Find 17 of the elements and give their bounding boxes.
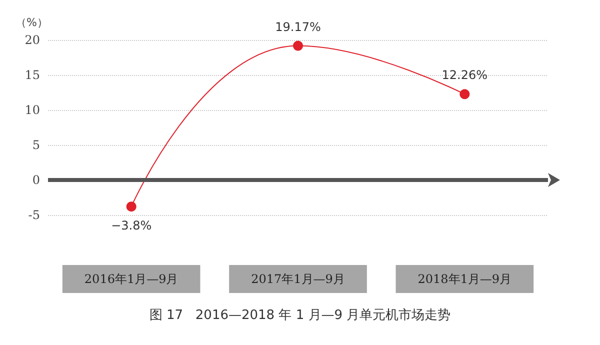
y-tick-label: 10 bbox=[24, 103, 40, 117]
point bbox=[126, 202, 136, 212]
data-label: 19.17% bbox=[275, 20, 321, 34]
y-tick-label: 0 bbox=[32, 173, 40, 187]
y-tick-label: 5 bbox=[32, 138, 40, 152]
x-tick-label: 2017年1月—9月 bbox=[251, 272, 345, 286]
data-label: 12.26% bbox=[442, 68, 488, 82]
y-tick-label: -5 bbox=[28, 208, 40, 222]
text: 图 17 2016—2018 年 1 月—9 月单元机市场走势 bbox=[149, 308, 451, 323]
y-tick-label: 15 bbox=[24, 68, 40, 82]
data-label: −3.8% bbox=[111, 218, 152, 233]
x-tick-label: 2016年1月—9月 bbox=[84, 272, 178, 286]
point bbox=[293, 40, 303, 51]
y-tick-label: 20 bbox=[24, 33, 40, 47]
y-axis-title: （%） bbox=[16, 16, 48, 29]
point bbox=[460, 89, 470, 100]
x-tick-label: 2018年1月—9月 bbox=[418, 272, 512, 286]
